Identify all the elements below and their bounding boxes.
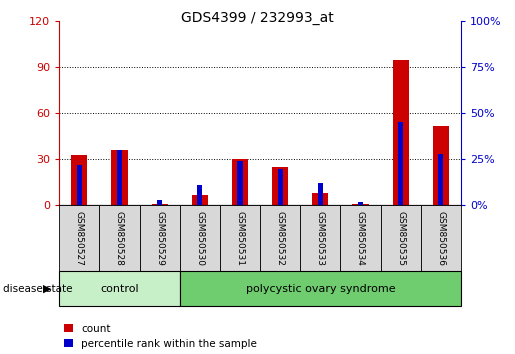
Legend: count, percentile rank within the sample: count, percentile rank within the sample [64,324,257,349]
Bar [157,200,162,205]
Bar [398,122,403,205]
Bar [237,161,243,205]
Text: GSM850531: GSM850531 [235,211,245,266]
Text: control: control [100,284,139,293]
Bar [180,205,220,271]
Text: GSM850535: GSM850535 [396,211,405,266]
Bar [392,59,409,205]
Bar [352,204,369,205]
Text: GSM850536: GSM850536 [436,211,445,266]
Bar [111,150,128,205]
Bar [117,150,122,205]
Bar [197,185,202,205]
Bar [151,204,168,205]
Text: GSM850530: GSM850530 [195,211,204,266]
Bar [71,155,88,205]
Bar [59,205,99,271]
Bar [220,205,260,271]
Bar [272,167,288,205]
Bar [232,159,248,205]
Text: GSM850527: GSM850527 [75,211,84,266]
Text: GSM850534: GSM850534 [356,211,365,266]
Bar [180,271,461,306]
Bar [140,205,180,271]
Bar [99,205,140,271]
Bar [318,183,323,205]
Bar [358,202,363,205]
Text: GSM850528: GSM850528 [115,211,124,266]
Bar [300,205,340,271]
Bar [340,205,381,271]
Text: ▶: ▶ [43,284,52,293]
Text: GSM850529: GSM850529 [155,211,164,266]
Bar [278,169,283,205]
Bar [438,154,443,205]
Bar [77,165,82,205]
Bar [312,193,329,205]
Bar [381,205,421,271]
Text: polycystic ovary syndrome: polycystic ovary syndrome [246,284,395,293]
Text: GDS4399 / 232993_at: GDS4399 / 232993_at [181,11,334,25]
Bar [260,205,300,271]
Bar [421,205,461,271]
Text: GSM850532: GSM850532 [276,211,285,266]
Bar [433,126,449,205]
Text: disease state: disease state [3,284,72,293]
Bar [192,195,208,205]
Text: GSM850533: GSM850533 [316,211,325,266]
Bar [59,271,180,306]
